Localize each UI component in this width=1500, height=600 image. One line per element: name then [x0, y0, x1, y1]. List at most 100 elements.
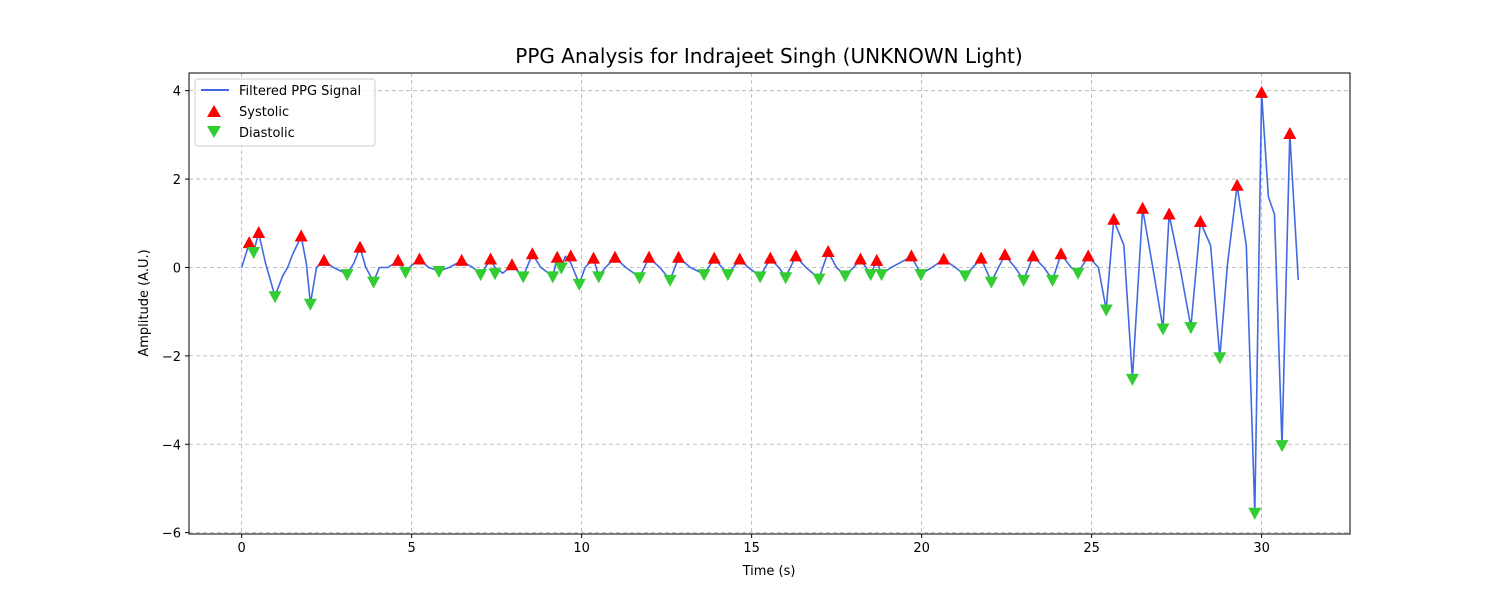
- x-tick-label: 0: [238, 541, 246, 556]
- y-tick-label: −2: [162, 350, 181, 365]
- diastolic-marker: [1156, 323, 1170, 336]
- systolic-markers: [242, 85, 1297, 271]
- diastolic-marker: [1046, 274, 1060, 287]
- legend-diastolic-swatch: [207, 126, 221, 138]
- systolic-marker: [294, 229, 308, 242]
- y-tick-label: 2: [173, 173, 181, 188]
- diastolic-marker: [721, 269, 735, 282]
- systolic-marker: [733, 252, 747, 265]
- diastolic-marker: [958, 270, 972, 283]
- diastolic-marker: [488, 268, 502, 281]
- systolic-marker: [763, 251, 777, 264]
- systolic-marker: [413, 252, 427, 265]
- diastolic-marker: [1099, 304, 1113, 317]
- systolic-marker: [672, 250, 686, 263]
- legend-box: [194, 78, 376, 147]
- diastolic-marker: [984, 276, 998, 289]
- systolic-marker: [998, 248, 1012, 261]
- x-tick-label: 25: [1083, 541, 1100, 556]
- systolic-marker: [353, 240, 367, 253]
- diastolic-marker: [632, 272, 646, 285]
- diastolic-marker: [697, 269, 711, 282]
- diastolic-markers: [247, 247, 1289, 520]
- systolic-marker: [550, 250, 564, 263]
- systolic-marker: [564, 249, 578, 262]
- systolic-marker: [1026, 249, 1040, 262]
- systolic-marker: [242, 236, 256, 249]
- systolic-marker: [455, 253, 469, 266]
- legend-signal-label: Filtered PPG Signal: [239, 84, 361, 99]
- systolic-marker: [789, 249, 803, 262]
- systolic-marker: [505, 258, 519, 271]
- systolic-marker: [821, 245, 835, 258]
- y-tick-label: −4: [162, 438, 181, 453]
- systolic-marker: [974, 251, 988, 264]
- diastolic-marker: [812, 273, 826, 286]
- y-tick-label: 4: [173, 85, 181, 100]
- systolic-marker: [317, 253, 331, 266]
- diastolic-marker: [663, 274, 677, 287]
- chart-title: PPG Analysis for Indrajeet Singh (UNKNOW…: [515, 44, 1022, 68]
- diastolic-marker: [367, 276, 381, 289]
- plot-frame: [188, 72, 1351, 535]
- diastolic-marker: [516, 271, 530, 284]
- diastolic-marker: [340, 269, 354, 282]
- legend-systolic-swatch: [207, 105, 221, 117]
- diastolic-marker: [1275, 440, 1289, 453]
- x-axis-label: Time (s): [742, 564, 796, 579]
- systolic-marker: [525, 247, 539, 260]
- systolic-marker: [1162, 207, 1176, 220]
- diastolic-marker: [554, 262, 568, 275]
- diastolic-marker: [247, 247, 261, 260]
- diastolic-marker: [779, 272, 793, 285]
- diastolic-marker: [474, 269, 488, 282]
- systolic-marker: [853, 252, 867, 265]
- systolic-marker: [1107, 212, 1121, 225]
- diastolic-marker: [1213, 352, 1227, 365]
- x-tick-label: 20: [913, 541, 930, 556]
- systolic-marker: [707, 251, 721, 264]
- diastolic-marker: [838, 270, 852, 283]
- systolic-marker: [252, 226, 266, 239]
- diastolic-marker: [303, 298, 317, 311]
- x-tick-label: 15: [743, 541, 760, 556]
- diastolic-marker: [268, 291, 282, 304]
- diastolic-marker: [399, 266, 413, 279]
- systolic-marker: [608, 250, 622, 263]
- systolic-marker: [642, 250, 656, 263]
- legend-diastolic-label: Diastolic: [239, 126, 295, 141]
- legend-systolic-label: Systolic: [239, 105, 289, 120]
- systolic-marker: [1230, 178, 1244, 191]
- diastolic-marker: [753, 271, 767, 284]
- y-tick-label: 0: [173, 261, 181, 276]
- diastolic-marker: [1017, 274, 1031, 287]
- y-axis-label: Amplitude (A.U.): [137, 249, 152, 356]
- axis-ticks: 0 5 10 15 20 25 30 −6 −4 −2 0 2 4: [162, 85, 1270, 556]
- diastolic-marker: [592, 271, 606, 284]
- systolic-marker: [904, 249, 918, 262]
- systolic-marker: [870, 253, 884, 266]
- systolic-marker: [587, 251, 601, 264]
- diastolic-marker: [546, 271, 560, 284]
- systolic-marker: [1283, 126, 1297, 139]
- diastolic-marker: [875, 269, 889, 282]
- grid: [189, 73, 1350, 534]
- systolic-marker: [937, 252, 951, 265]
- systolic-marker: [484, 252, 498, 265]
- systolic-marker: [1054, 247, 1068, 260]
- x-tick-label: 5: [408, 541, 416, 556]
- systolic-marker: [1255, 85, 1269, 98]
- diastolic-marker: [1184, 322, 1198, 335]
- systolic-marker: [391, 253, 405, 266]
- systolic-marker: [1136, 201, 1150, 214]
- diastolic-marker: [1125, 373, 1139, 386]
- systolic-marker: [1193, 214, 1207, 227]
- diastolic-marker: [1248, 507, 1262, 520]
- y-tick-label: −6: [162, 527, 181, 542]
- legend: Filtered PPG Signal Systolic Diastolic: [194, 78, 376, 147]
- diastolic-marker: [914, 269, 928, 282]
- x-tick-label: 30: [1253, 541, 1270, 556]
- x-tick-label: 10: [573, 541, 590, 556]
- diastolic-marker: [864, 269, 878, 282]
